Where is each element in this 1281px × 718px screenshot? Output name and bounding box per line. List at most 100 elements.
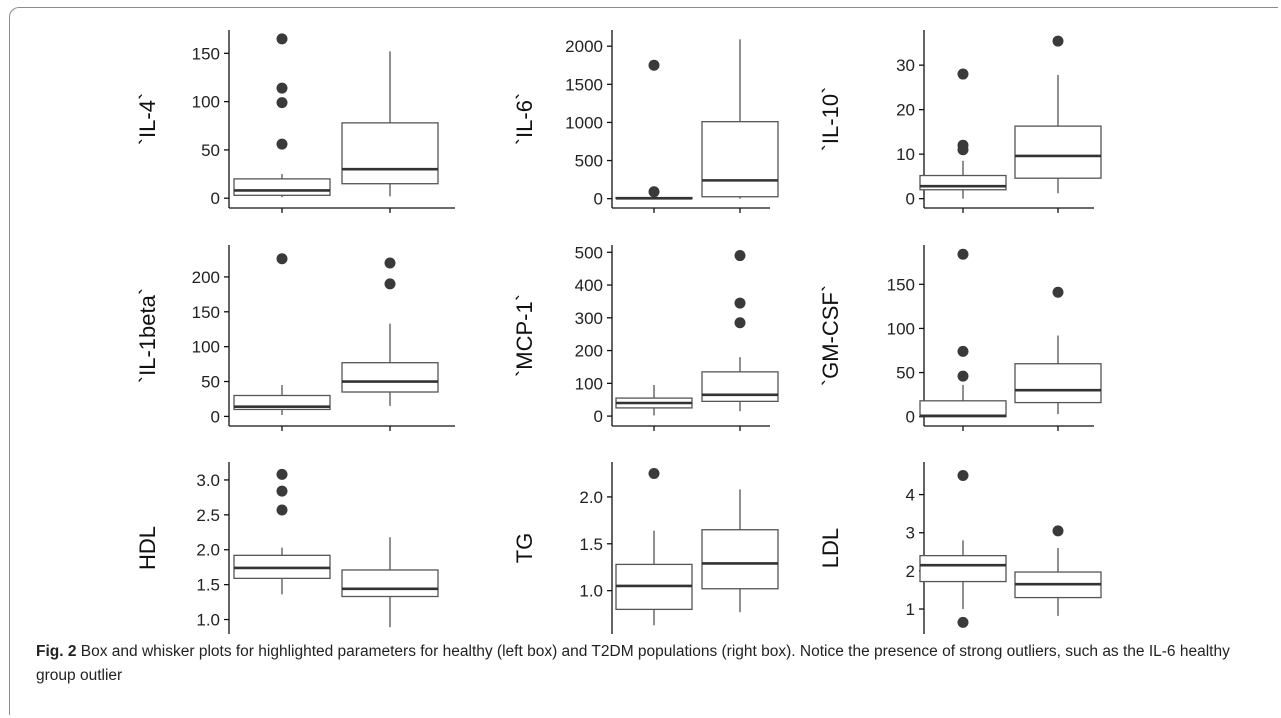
y-axis-label: `MCP-1` [512,294,537,377]
y-tick-label: 0 [594,407,603,426]
outlier-point [957,616,969,628]
panel-3: 0 50 100 150 200 `IL-1beta` [135,245,455,431]
box-iqr [233,178,331,196]
y-tick-label: 50 [201,141,220,160]
y-axis-label: LDL [818,528,843,568]
outlier-point [957,139,969,151]
y-axis-label: TG [512,533,537,564]
y-tick-label: 3 [906,524,915,543]
outlier-point [957,470,969,482]
outlier-point [276,82,288,94]
y-tick-label: 1.0 [196,611,220,630]
box-iqr [1014,125,1102,179]
y-tick-label: 1 [906,600,915,619]
y-tick-label: 1500 [565,75,603,94]
y-tick-label: 0 [906,190,915,209]
panel-1: 0 500 1000 1500 2000 `IL-6` [512,30,779,213]
box-iqr [919,554,1007,583]
outlier-point [648,186,660,198]
y-tick-label: 1.5 [579,535,603,554]
caption-text: Box and whisker plots for highlighted pa… [36,643,1230,684]
outlier-point [648,59,660,71]
y-tick-label: 2.0 [579,488,603,507]
y-tick-label: 1.0 [579,582,603,601]
y-tick-label: 100 [575,374,603,393]
y-tick-label: 500 [575,152,603,171]
panel-0: 0 50 100 150 `IL-4` [135,30,455,213]
panel-6: 1.0 1.5 2.0 2.5 3.0 HDL [135,462,439,634]
outlier-point [1052,286,1064,298]
box-iqr [919,400,1007,418]
outlier-point [957,248,969,260]
y-tick-label: 4 [906,486,915,505]
y-axis-label: HDL [135,526,160,570]
outlier-point [648,467,660,479]
y-tick-label: 200 [575,342,603,361]
panel-4: 0 100 200 300 400 500 `MCP-1` [512,243,779,431]
y-tick-label: 100 [887,319,915,338]
outlier-point [276,485,288,497]
y-tick-label: 30 [896,56,915,75]
outlier-point [276,138,288,150]
y-tick-label: 2 [906,562,915,581]
outlier-point [734,317,746,329]
figure-caption: Fig. 2 Box and whisker plots for highlig… [36,640,1261,688]
y-tick-label: 50 [896,364,915,383]
y-axis-label: `IL-10` [818,87,843,152]
y-tick-label: 200 [192,268,220,287]
y-tick-label: 150 [192,44,220,63]
panel-7: 1.0 1.5 2.0 TG [512,462,779,634]
y-tick-label: 10 [896,145,915,164]
y-tick-label: 400 [575,276,603,295]
box-iqr [341,362,439,393]
outlier-point [957,68,969,80]
caption-label: Fig. 2 [36,643,77,660]
box-iqr [701,529,779,590]
y-tick-label: 100 [192,338,220,357]
y-tick-label: 1000 [565,113,603,132]
box-iqr [1014,363,1102,404]
outlier-point [734,250,746,262]
panel-8: 1 2 3 4 LDL [818,462,1102,634]
outlier-point [734,297,746,309]
outlier-point [276,97,288,109]
outlier-point [957,370,969,382]
y-tick-label: 2.0 [196,541,220,560]
y-tick-label: 100 [192,93,220,112]
y-tick-label: 500 [575,243,603,262]
y-tick-label: 1.5 [196,576,220,595]
y-axis-label: `IL-1beta` [135,288,160,383]
y-tick-label: 300 [575,309,603,328]
y-tick-label: 2000 [565,37,603,56]
y-axis-label: `GM-CSF` [818,285,843,386]
outlier-point [384,257,396,269]
y-tick-label: 50 [201,373,220,392]
outlier-point [276,468,288,480]
y-tick-label: 0 [211,189,220,208]
box-iqr [701,121,779,198]
outlier-point [276,253,288,265]
y-tick-label: 150 [192,303,220,322]
box-plot-grid: 050100150`IL-4`0500100015002000`IL-6`010… [135,30,1102,634]
y-tick-label: 150 [887,275,915,294]
box-iqr [341,569,439,598]
outlier-point [276,504,288,516]
outlier-point [276,33,288,45]
y-tick-label: 20 [896,101,915,120]
y-axis-label: `IL-4` [135,93,160,146]
outlier-point [1052,525,1064,537]
box-iqr [701,371,779,403]
outlier-point [384,278,396,290]
outlier-point [1052,35,1064,47]
y-tick-label: 0 [211,407,220,426]
y-tick-label: 3.0 [196,471,220,490]
y-tick-label: 0 [594,190,603,209]
y-tick-label: 2.5 [196,506,220,525]
panel-2: 0 10 20 30 `IL-10` [818,30,1102,213]
box-iqr [341,122,439,185]
panel-5: 0 50 100 150 `GM-CSF` [818,245,1102,431]
box-iqr [919,174,1007,191]
y-axis-label: `IL-6` [512,93,537,146]
outlier-point [957,345,969,357]
y-tick-label: 0 [906,408,915,427]
